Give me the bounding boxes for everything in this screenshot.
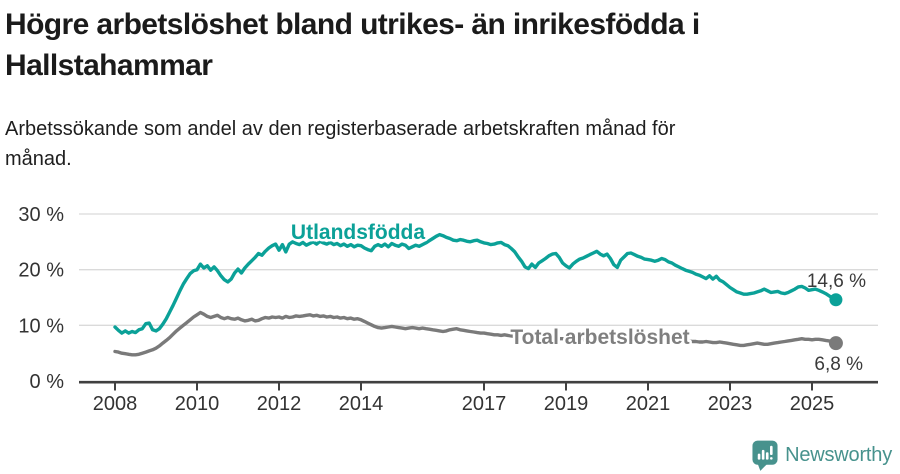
- newsworthy-logo-icon: [752, 440, 778, 471]
- x-tick-label-2023: 2023: [708, 393, 753, 415]
- x-tick-label-2025: 2025: [790, 393, 835, 415]
- x-tick-label-2019: 2019: [544, 393, 589, 415]
- chart-title-line-1: Högre arbetslöshet bland utrikes- än inr…: [5, 8, 700, 41]
- x-tick-label-2021: 2021: [626, 393, 671, 415]
- x-tick-label-2010: 2010: [175, 393, 220, 415]
- x-tick-label-2008: 2008: [93, 393, 138, 415]
- x-tick-label-2017: 2017: [462, 393, 507, 415]
- series-label-utlandsfodda: Utlandsfödda: [291, 221, 425, 244]
- series-end-dot-1: [828, 336, 843, 351]
- series-end-dot-0: [829, 293, 843, 307]
- y-tick-label-30: 30 %: [18, 204, 64, 226]
- series-line-0: [113, 232, 838, 335]
- series-label-total-arbetsloshet: Total arbetslöshet: [510, 326, 689, 349]
- y-tick-label-10: 10 %: [18, 315, 64, 337]
- y-tick-label-20: 20 %: [18, 260, 64, 282]
- end-value-label-total: 6,8 %: [814, 354, 863, 375]
- chart-title: Högre arbetslöshet bland utrikes- än inr…: [5, 4, 885, 86]
- chart-title-line-2: Hallstahammar: [5, 49, 213, 82]
- newsworthy-logo[interactable]: Newsworthy: [752, 440, 892, 471]
- chart-subtitle-line-1: Arbetssökande som andel av den registerb…: [5, 118, 676, 140]
- chart-subtitle: Arbetssökande som andel av den registerb…: [5, 114, 745, 174]
- end-value-label-utlandsfodda: 14,6 %: [807, 271, 866, 292]
- x-tick-label-2014: 2014: [339, 393, 384, 415]
- y-tick-label-0: 0 %: [30, 371, 65, 393]
- x-tick-label-2012: 2012: [257, 393, 302, 415]
- newsworthy-wordmark: Newsworthy: [785, 444, 892, 466]
- series-line-1: [113, 310, 838, 357]
- chart-subtitle-line-2: månad.: [5, 148, 72, 170]
